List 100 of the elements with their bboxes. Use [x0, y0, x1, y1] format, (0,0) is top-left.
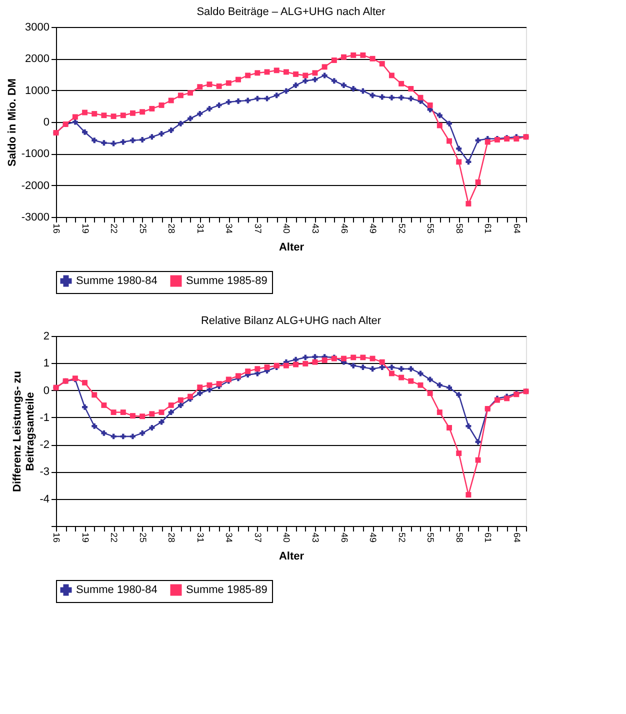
x-axis-title: Alter: [278, 242, 305, 254]
point: [92, 138, 98, 144]
y-tick-label: -1000: [21, 148, 50, 160]
point: [236, 98, 241, 104]
point: [475, 439, 481, 445]
x-tick-label: 25: [138, 532, 148, 543]
point: [322, 72, 328, 78]
point: [312, 354, 318, 360]
x-tick-label: 31: [195, 224, 206, 234]
point: [427, 102, 433, 108]
x-tick-label: 64: [512, 224, 522, 234]
x-tick-label: 16: [52, 532, 62, 543]
y-axis-title: Differenz Leistungs- zu Beitragsanteile: [12, 370, 37, 492]
y-tick-label: 1: [43, 358, 50, 370]
point: [427, 376, 433, 382]
x-tick-label: 64: [512, 532, 522, 543]
point: [331, 58, 337, 63]
point: [120, 139, 126, 145]
x-tick-label: 43: [310, 532, 320, 543]
point: [388, 370, 394, 376]
point: [466, 423, 472, 429]
x-tick-label: 34: [224, 532, 234, 543]
point: [312, 70, 318, 76]
point: [322, 64, 328, 70]
point: [120, 112, 126, 118]
point: [418, 94, 424, 100]
point: [178, 397, 184, 403]
point: [484, 139, 490, 145]
point: [188, 394, 194, 400]
y-tick-label: -3: [40, 466, 50, 478]
x-tick-label: 43: [310, 224, 320, 234]
point: [379, 94, 385, 100]
point: [341, 356, 346, 362]
x-tick-label: 49: [368, 532, 378, 543]
chart-title: Relative Bilanz ALG+UHG nach Alter: [200, 315, 382, 327]
point: [254, 366, 260, 372]
x-tick-label: 46: [339, 224, 350, 234]
point: [398, 80, 404, 86]
y-tick-label: 3000: [25, 22, 50, 34]
x-tick-label: 22: [109, 224, 120, 234]
point: [197, 390, 203, 396]
point: [110, 140, 116, 146]
point: [370, 366, 376, 372]
x-tick-label: 55: [426, 224, 436, 234]
point: [168, 127, 174, 133]
point: [408, 86, 414, 92]
point: [101, 402, 107, 408]
point: [110, 434, 116, 440]
point: [436, 112, 442, 118]
point: [168, 98, 174, 104]
point: [254, 70, 260, 76]
point: [446, 384, 452, 390]
point: [178, 92, 184, 98]
point: [398, 374, 404, 380]
point: [197, 384, 203, 390]
point: [446, 138, 452, 144]
point: [388, 364, 394, 370]
point: [456, 146, 462, 152]
y-tick-label: -2: [40, 439, 50, 452]
point: [72, 114, 78, 120]
point: [92, 111, 98, 117]
point: [456, 159, 462, 165]
x-tick-label: 61: [483, 224, 494, 234]
point: [436, 122, 442, 128]
point: [475, 179, 481, 185]
point: [293, 71, 299, 77]
point: [72, 119, 78, 125]
point: [149, 425, 155, 430]
point: [475, 457, 481, 463]
point: [158, 102, 164, 108]
point: [370, 356, 376, 362]
point: [158, 410, 164, 416]
point: [92, 423, 98, 429]
point: [302, 78, 308, 84]
y-tick-label: -3000: [21, 212, 50, 224]
point: [82, 110, 88, 116]
point: [264, 96, 270, 102]
point: [168, 410, 174, 416]
point: [379, 60, 385, 66]
point: [264, 364, 270, 370]
y-tick-label: 0: [43, 116, 50, 128]
y-tick-label: -2000: [21, 180, 50, 192]
point: [120, 434, 126, 440]
point: [178, 120, 184, 126]
point: [197, 111, 203, 117]
point: [388, 72, 394, 78]
x-tick-label: 34: [224, 224, 234, 234]
point: [216, 102, 222, 108]
x-tick-label: 61: [483, 532, 494, 543]
point: [226, 80, 232, 86]
x-tick-label: 19: [80, 224, 90, 234]
point: [408, 378, 414, 384]
point: [130, 138, 136, 144]
point: [418, 382, 424, 388]
x-tick-label: 55: [426, 532, 436, 543]
point: [206, 82, 212, 88]
point: [254, 96, 260, 102]
x-tick-label: 28: [166, 532, 177, 543]
point: [178, 402, 184, 408]
x-tick-label: 28: [166, 224, 177, 234]
